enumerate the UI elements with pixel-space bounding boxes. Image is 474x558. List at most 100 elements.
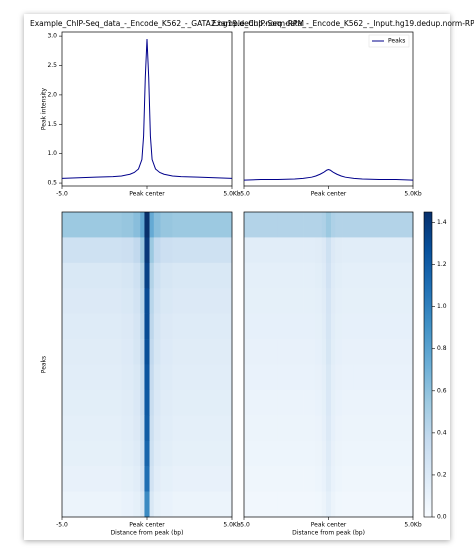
heatmap-cell [153,262,161,289]
heatmap-cell [321,364,327,391]
heatmap-cell [96,339,122,365]
heatmap-cell [140,237,145,264]
heatmap-cell [303,237,316,264]
heatmap-cell [133,466,141,492]
heatmap-cell [96,288,122,314]
heatmap-cell [342,440,355,467]
heatmap-cell [62,313,97,340]
x-tick-label: 5.0Kb [223,522,240,529]
heatmap-cell [321,313,327,340]
heatmap-cell [172,415,199,442]
heatmap-cell [244,389,279,416]
y-axis-label: Peak intensity [41,87,48,130]
heatmap-cell [277,288,304,314]
heatmap-cell [244,415,279,442]
heatmap-cell [149,262,155,289]
x-axis-label: Distance from peak (bp) [111,530,184,537]
heatmap-cell [140,339,145,365]
heatmap-cell [379,415,414,442]
heatmap-cell [314,389,323,416]
heatmap-cell [62,339,97,365]
heatmap-cell [198,466,233,492]
heatmap-cell [144,339,150,365]
heatmap-cell [325,339,332,365]
heatmap-cell [172,313,199,340]
heatmap-cell [140,262,145,289]
plot-area [61,31,233,187]
heatmap-cell [277,440,304,467]
heatmap-cell [379,364,414,391]
heatmap-cell [198,339,233,365]
heatmap-cell [160,339,173,365]
heatmap-cell [172,288,199,314]
heatmap-cell [149,466,155,492]
heatmap-cell [198,389,233,416]
heatmap-cell [121,466,134,492]
heatmap-cell [314,491,323,518]
heatmap-cell [160,389,173,416]
heatmap-cell [160,237,173,264]
heatmap-cell [303,364,316,391]
heatmap-cell [62,364,97,391]
heatmap-cell [325,364,332,391]
heatmap-cell [149,313,155,340]
y-tick-label: 1.2 [437,261,447,268]
plot-area [243,31,414,187]
heatmap-cell [303,339,316,365]
heatmap-cell [160,440,173,467]
heatmap-cell [140,491,145,518]
heatmap-cell [96,440,122,467]
heatmap-cell [331,364,336,391]
heatmap-cell [172,440,199,467]
heatmap-cell [379,288,414,314]
y-tick-label: 1.0 [47,150,57,157]
heatmap-cell [133,440,141,467]
heatmap-cell [303,212,316,238]
heatmap-cell [244,339,279,365]
heatmap-cell [172,364,199,391]
heatmap-cell [303,288,316,314]
heatmap-cell [153,339,161,365]
heatmap-cell [121,237,134,264]
heatmap-cell [331,313,336,340]
heatmap-cell [325,389,332,416]
heatmap-cell [62,389,97,416]
heatmap-cell [342,313,355,340]
heatmap-cell [144,466,150,492]
x-tick-label: 5.0Kb [404,191,421,198]
heatmap-cell [62,237,97,264]
heatmap-cell [314,364,323,391]
heatmap-cell [335,288,343,314]
heatmap-cell [303,491,316,518]
heatmap-cell [244,364,279,391]
heatmap-cell [277,364,304,391]
heatmap-cell [149,389,155,416]
y-tick-label: 0.6 [437,387,447,394]
heatmap-cell [140,415,145,442]
heatmap-cell [331,288,336,314]
heatmap-cell [314,339,323,365]
heatmap-cell [335,237,343,264]
heatmap-cell [153,313,161,340]
heatmap-cell [144,237,150,264]
heatmap-cell [96,364,122,391]
x-axis-label: Distance from peak (bp) [292,530,365,537]
heatmap-cell [331,262,336,289]
heatmap-cell [160,262,173,289]
heatmap-cell [303,415,316,442]
heatmap-cell [331,466,336,492]
heatmap-cell [62,288,97,314]
heatmap-cell [335,339,343,365]
heatmap-cell [331,491,336,518]
heatmap-cell [133,389,141,416]
heatmap-cell [153,440,161,467]
heatmap-cell [133,364,141,391]
heatmap-cell [96,237,122,264]
heatmap-cell [244,491,279,518]
heatmap-cell [133,212,141,238]
heatmap-cell [160,364,173,391]
heatmap-cell [321,212,327,238]
x-tick-label: -5.0 [56,191,68,198]
heatmap-cell [379,466,414,492]
